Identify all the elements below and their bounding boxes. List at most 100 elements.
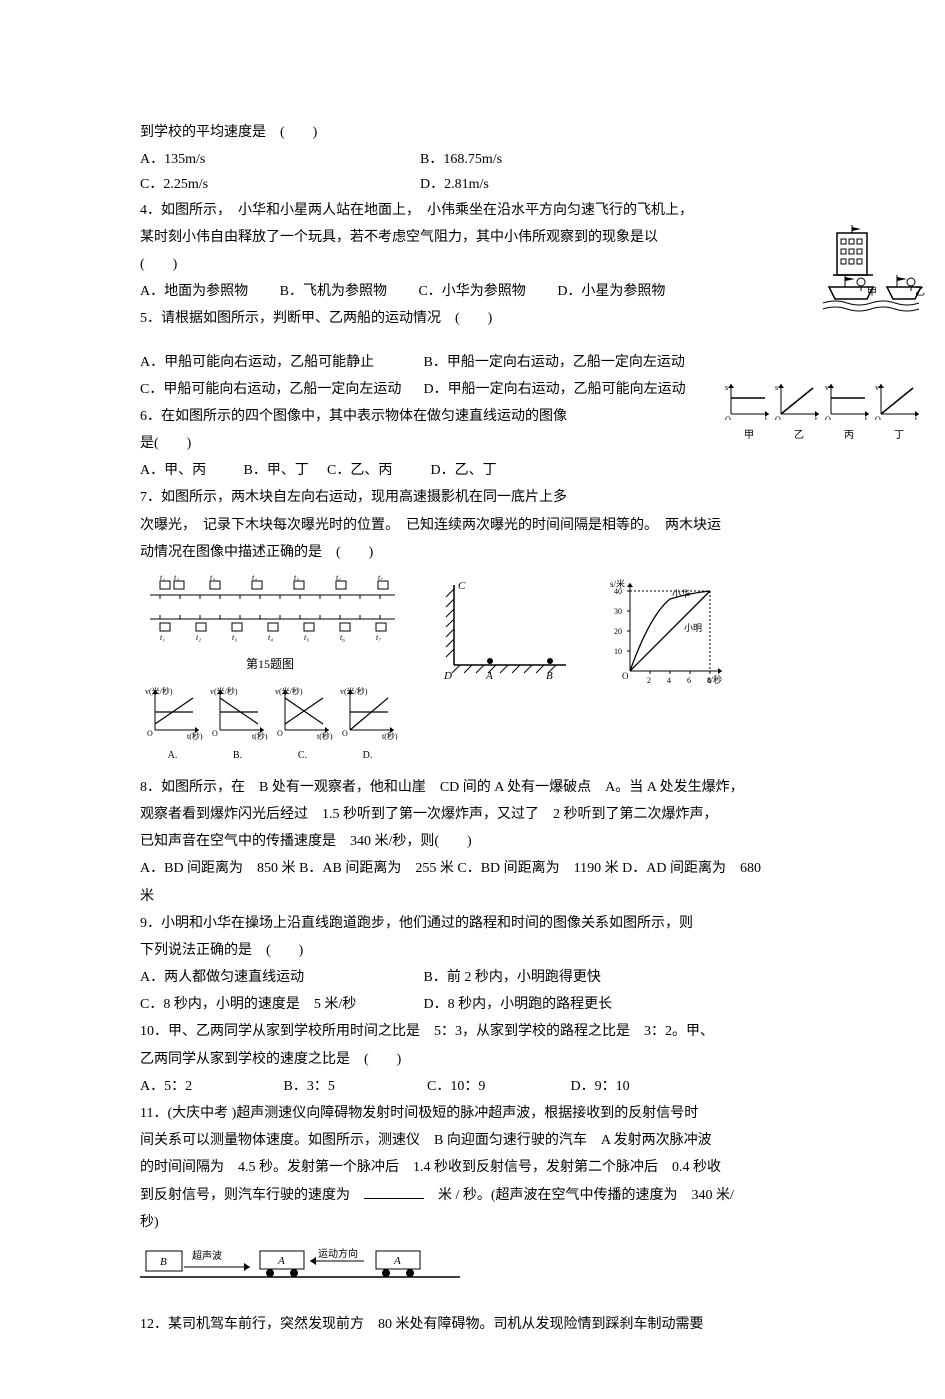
q7-vtA-label: A. <box>140 747 205 765</box>
q5-optA: A．甲船可能向右运动，乙船可能静止 <box>140 350 420 375</box>
q10-optB: B．3：5 <box>284 1074 424 1099</box>
svg-text:A: A <box>485 670 493 682</box>
q8-stem1: 8．如图所示，在 B 处有一观察者，他和山崖 CD 间的 A 处有一爆破点 A。… <box>140 775 805 800</box>
svg-text:t(秒): t(秒) <box>382 731 398 740</box>
svg-text:t₁: t₁ <box>160 633 165 642</box>
q3-stem: 到学校的平均速度是 ( ) <box>140 120 805 145</box>
svg-text:O: O <box>277 729 283 738</box>
svg-text:t₂: t₂ <box>196 633 201 642</box>
q6-optD: D．乙、丁 <box>431 463 497 478</box>
q9-stem2: 下列说法正确的是 ( ) <box>140 938 805 963</box>
q7-stem2: 次曝光， 记录下木块每次曝光时的位置。 已知连续两次曝光的时间间隔是相等的。 两… <box>140 513 805 538</box>
svg-text:小明: 小明 <box>684 623 702 633</box>
q9-optA: A．两人都做匀速直线运动 <box>140 965 420 990</box>
q8-wall-diagram: C D A B <box>440 575 570 694</box>
svg-text:v(米/秒): v(米/秒) <box>145 686 173 696</box>
q11-sonar-diagram: B 超声波 A 运动方向 A <box>140 1245 440 1298</box>
q7-stem3: 动情况在图像中描述正确的是 ( ) <box>140 540 805 565</box>
q8-optC: C．BD 间距离为 1190 米 <box>457 861 618 876</box>
q6-graph-jia: s t O 甲 <box>725 380 773 430</box>
q6-label-ding: 丁 <box>875 427 923 445</box>
q4-optA: A．地面为参照物 <box>140 284 248 299</box>
svg-text:t(秒): t(秒) <box>252 731 268 740</box>
q7-blocks-caption: 第15题图 <box>140 654 400 676</box>
q6-stem2: 是( ) <box>140 431 805 456</box>
q11-stem4a: 到反射信号，则汽车行驶的速度为 <box>140 1188 364 1203</box>
q8-optD2: 米 <box>140 884 805 909</box>
q4-optC: C．小华为参照物 <box>418 284 525 299</box>
svg-text:小华: 小华 <box>672 588 690 599</box>
q6-stem1: 6．在如图所示的四个图像中，其中表示物体在做匀速直线运动的图像 <box>140 404 805 429</box>
svg-text:O: O <box>212 729 218 738</box>
q9-optB: B．前 2 秒内，小明跑得更快 <box>424 970 601 985</box>
svg-text:t(秒): t(秒) <box>317 731 333 740</box>
svg-text:6: 6 <box>687 676 691 685</box>
q8-optB: B．AB 间距离为 255 米 <box>299 861 454 876</box>
q6-graph-yi: s t O 乙 <box>775 380 823 430</box>
svg-text:t₅: t₅ <box>294 575 299 582</box>
q7-vtC-label: C. <box>270 747 335 765</box>
q7-vtB-label: B. <box>205 747 270 765</box>
q7-stem1: 7．如图所示，两木块自左向右运动，现用高速摄影机在同一底片上多 <box>140 485 805 510</box>
q5-stem: 5．请根据如图所示，判断甲、乙两船的运动情况 ( ) <box>140 306 805 331</box>
q3-optA: A．135m/s <box>140 147 420 172</box>
svg-text:30: 30 <box>614 607 622 616</box>
q6-label-bing: 丙 <box>825 427 873 445</box>
q8-optD: D．AD 间距离为 680 <box>622 861 761 876</box>
q4-stem2: 某时刻小伟自由释放了一个玩具，若不考虑空气阻力，其中小伟所观察到的现象是以 <box>140 225 805 250</box>
svg-text:运动方向: 运动方向 <box>318 1247 358 1260</box>
svg-text:t: t <box>915 415 918 420</box>
svg-text:t: t <box>815 415 818 420</box>
svg-text:O: O <box>147 729 153 738</box>
svg-text:A: A <box>277 1255 285 1267</box>
svg-text:超声波: 超声波 <box>192 1249 222 1262</box>
q10-stem2: 乙两同学从家到学校的速度之比是 ( ) <box>140 1047 805 1072</box>
q11-stem1: 11．(大庆中考 )超声测速仪向障碍物发射时间极短的脉冲超声波，根据接收到的反射… <box>140 1101 805 1126</box>
svg-text:t₃: t₃ <box>232 633 237 642</box>
q11-stem2: 间关系可以测量物体速度。如图所示，测速仪 B 向迎面匀速行驶的汽车 A 发射两次… <box>140 1128 805 1153</box>
q11-stem3: 的时间间隔为 4.5 秒。发射第一个脉冲后 1.4 秒收到反射信号，发射第二个脉… <box>140 1155 805 1180</box>
q10-optA: A．5：2 <box>140 1074 280 1099</box>
svg-text:甲: 甲 <box>867 287 877 298</box>
q11-stem5: 秒) <box>140 1210 805 1235</box>
q11-stem4b: 米 / 秒。(超声波在空气中传播的速度为 340 米/ <box>424 1188 734 1203</box>
svg-text:t₆: t₆ <box>340 633 345 642</box>
q11-blank[interactable] <box>364 1185 424 1199</box>
q6-graph-bing: v t O 丙 <box>825 380 873 430</box>
svg-text:t₂: t₂ <box>174 575 179 582</box>
q3-optB: B．168.75m/s <box>420 147 502 172</box>
svg-text:O: O <box>775 415 781 420</box>
svg-text:40: 40 <box>614 587 622 596</box>
svg-text:O: O <box>725 415 731 420</box>
svg-text:20: 20 <box>614 627 622 636</box>
svg-text:t₄: t₄ <box>268 633 273 642</box>
svg-text:t₃: t₃ <box>210 575 215 582</box>
svg-text:v(米/秒): v(米/秒) <box>275 686 303 696</box>
q3-optC: C．2.25m/s <box>140 172 420 197</box>
q4-stem1: 4．如图所示， 小华和小星两人站在地面上， 小伟乘坐在沿水平方向匀速飞行的飞机上… <box>140 198 805 223</box>
svg-text:t₁: t₁ <box>160 575 165 582</box>
q6-optA: A．甲、丙 <box>140 458 240 483</box>
svg-text:v: v <box>825 383 829 392</box>
q5-optD: D．甲船一定向右运动，乙船可能向左运动 <box>424 382 686 397</box>
svg-text:D: D <box>443 670 452 682</box>
svg-text:O: O <box>825 415 831 420</box>
q6-graph-ding: v t O 丁 <box>875 380 923 430</box>
q8-stem3: 已知声音在空气中的传播速度是 340 米/秒，则( ) <box>140 829 805 854</box>
q7-vtD-label: D. <box>335 747 400 765</box>
q9-optD: D．8 秒内，小明跑的路程更长 <box>424 997 613 1012</box>
svg-text:t₄: t₄ <box>252 575 257 582</box>
svg-text:2: 2 <box>647 676 651 685</box>
svg-text:v: v <box>875 383 879 392</box>
svg-text:A: A <box>393 1255 401 1267</box>
svg-text:t(秒): t(秒) <box>187 731 203 740</box>
q4-optB: B．飞机为参照物 <box>280 284 387 299</box>
q9-stem1: 9．小明和小华在操场上沿直线跑道跑步，他们通过的路程和时间的图像关系如图所示，则 <box>140 911 805 936</box>
svg-text:t: t <box>765 415 768 420</box>
svg-text:t₆: t₆ <box>336 575 341 582</box>
svg-text:O: O <box>875 415 881 420</box>
q5-optC: C．甲船可能向右运动，乙船一定向左运动 <box>140 377 420 402</box>
svg-text:t: t <box>865 415 868 420</box>
q5-optB: B．甲船一定向右运动，乙船一定向左运动 <box>424 355 685 370</box>
svg-text:s: s <box>725 383 728 392</box>
